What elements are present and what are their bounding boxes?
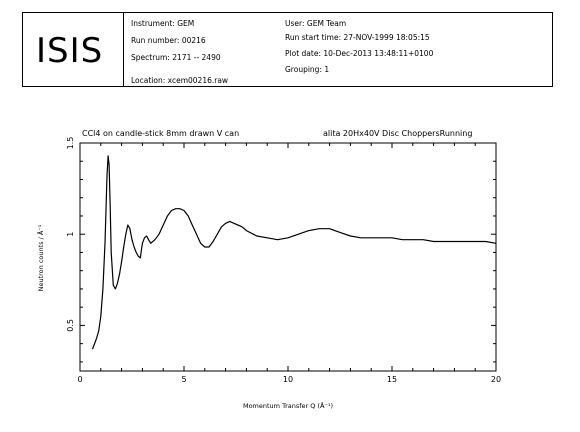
plot-date-field: Plot date10-Dec-2013 13:48:11+0100 xyxy=(285,49,433,58)
y-tick-label: 1.5 xyxy=(66,137,75,150)
location-field: Locationxcem00216.raw xyxy=(131,76,228,85)
run-start-field: Run start time27-NOV-1999 18:05:15 xyxy=(285,33,430,42)
isis-logo: ISIS xyxy=(23,13,124,86)
instrument-field: InstrumentGEM xyxy=(131,19,194,28)
y-axis-label: Neutron counts / Å⁻¹ xyxy=(36,224,45,291)
plot-frame xyxy=(79,142,497,372)
x-tick-label: 20 xyxy=(491,375,501,384)
logo-text: ISIS xyxy=(36,31,104,71)
y-tick-label: 1 xyxy=(66,232,75,237)
x-tick-label: 10 xyxy=(283,375,293,384)
header-panel: ISIS InstrumentGEM Run number00216 Spect… xyxy=(22,12,553,87)
run-number-field: Run number00216 xyxy=(131,36,206,45)
grouping-field: Grouping1 xyxy=(285,65,329,74)
chart-title-left: CCl4 on candle-stick 8mm drawn V can xyxy=(82,129,239,138)
x-tick-label: 0 xyxy=(77,375,82,384)
user-field: UserGEM Team xyxy=(285,19,346,28)
x-tick-label: 5 xyxy=(181,375,186,384)
chart-title-right: alita 20Hx40V Disc ChoppersRunning xyxy=(323,129,472,138)
plot-marks: 0 5 10 15 20 0.5 1 1.5 xyxy=(66,137,501,384)
x-tick-label: 15 xyxy=(387,375,397,384)
data-series-line xyxy=(91,155,497,350)
x-axis-label: Momentum Transfer Q (Å⁻¹) xyxy=(243,401,333,410)
spectrum-field: Spectrum2171 -- 2490 xyxy=(131,53,221,62)
y-tick-label: 0.5 xyxy=(66,319,75,332)
